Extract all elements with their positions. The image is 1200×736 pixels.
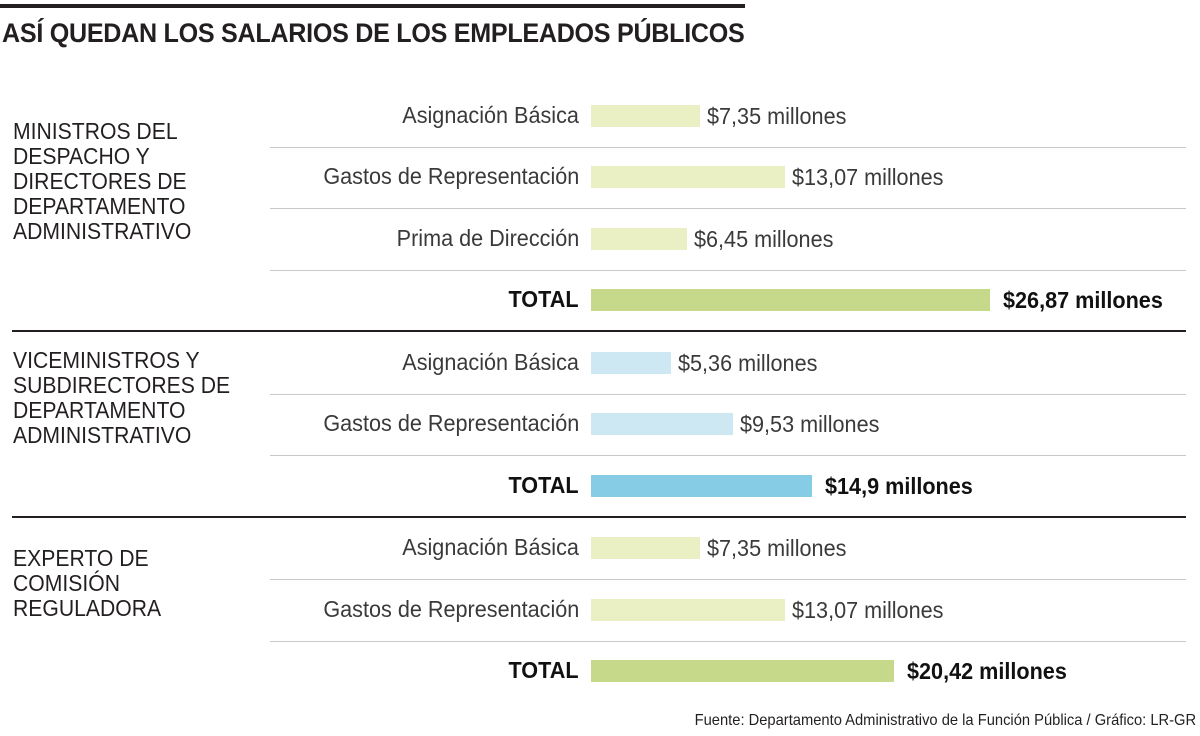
row-separator — [270, 146, 1186, 148]
row-separator — [270, 269, 1186, 271]
bar — [591, 413, 733, 436]
bar — [591, 227, 687, 250]
group-separator — [12, 515, 1186, 518]
bar — [591, 166, 786, 189]
row-separator — [270, 208, 1186, 209]
row-label: Asignación Básica — [402, 534, 579, 561]
row-separator — [270, 579, 1186, 580]
row-separator — [270, 640, 1186, 642]
bar — [591, 351, 671, 374]
total-label: TOTAL — [508, 657, 579, 684]
row-label: Gastos de Representación — [323, 410, 579, 437]
chart-title: ASÍ QUEDAN LOS SALARIOS DE LOS EMPLEADOS… — [2, 18, 745, 48]
group-separator — [12, 330, 1186, 332]
total-label: TOTAL — [508, 286, 579, 313]
total-value: $14,9 millones — [825, 472, 974, 499]
total-value: $20,42 millones — [907, 658, 1068, 685]
total-bar — [591, 474, 813, 497]
bar — [591, 104, 701, 127]
value-label: $9,53 millones — [739, 411, 879, 438]
value-label: $13,07 millones — [792, 596, 944, 623]
source-note: Fuente: Departamento Administrativo de l… — [694, 712, 1196, 729]
top-rule — [0, 4, 745, 8]
bar — [591, 598, 786, 621]
row-separator — [270, 455, 1186, 456]
total-bar — [591, 660, 895, 683]
value-label: $13,07 millones — [792, 164, 944, 191]
total-value: $26,87 millones — [1003, 287, 1163, 314]
value-label: $7,35 millones — [707, 535, 847, 562]
row-label: Prima de Dirección — [396, 224, 579, 251]
group-label: MINISTROS DEL DESPACHO Y DIRECTORES DE D… — [13, 117, 192, 244]
row-label: Asignación Básica — [402, 101, 579, 128]
total-label: TOTAL — [508, 471, 579, 498]
value-label: $5,36 millones — [677, 349, 817, 376]
value-label: $6,45 millones — [693, 225, 834, 252]
value-label: $7,35 millones — [707, 102, 847, 129]
group-label: EXPERTO DE COMISIÓN REGULADORA — [13, 544, 162, 621]
row-label: Asignación Básica — [402, 348, 579, 375]
row-label: Gastos de Representación — [323, 595, 579, 622]
group-label: VICEMINISTROS Y SUBDIRECTORES DE DEPARTA… — [13, 346, 231, 448]
bar — [591, 537, 701, 560]
row-label: Gastos de Representación — [323, 163, 579, 190]
row-separator — [270, 393, 1186, 395]
total-bar — [591, 289, 990, 312]
